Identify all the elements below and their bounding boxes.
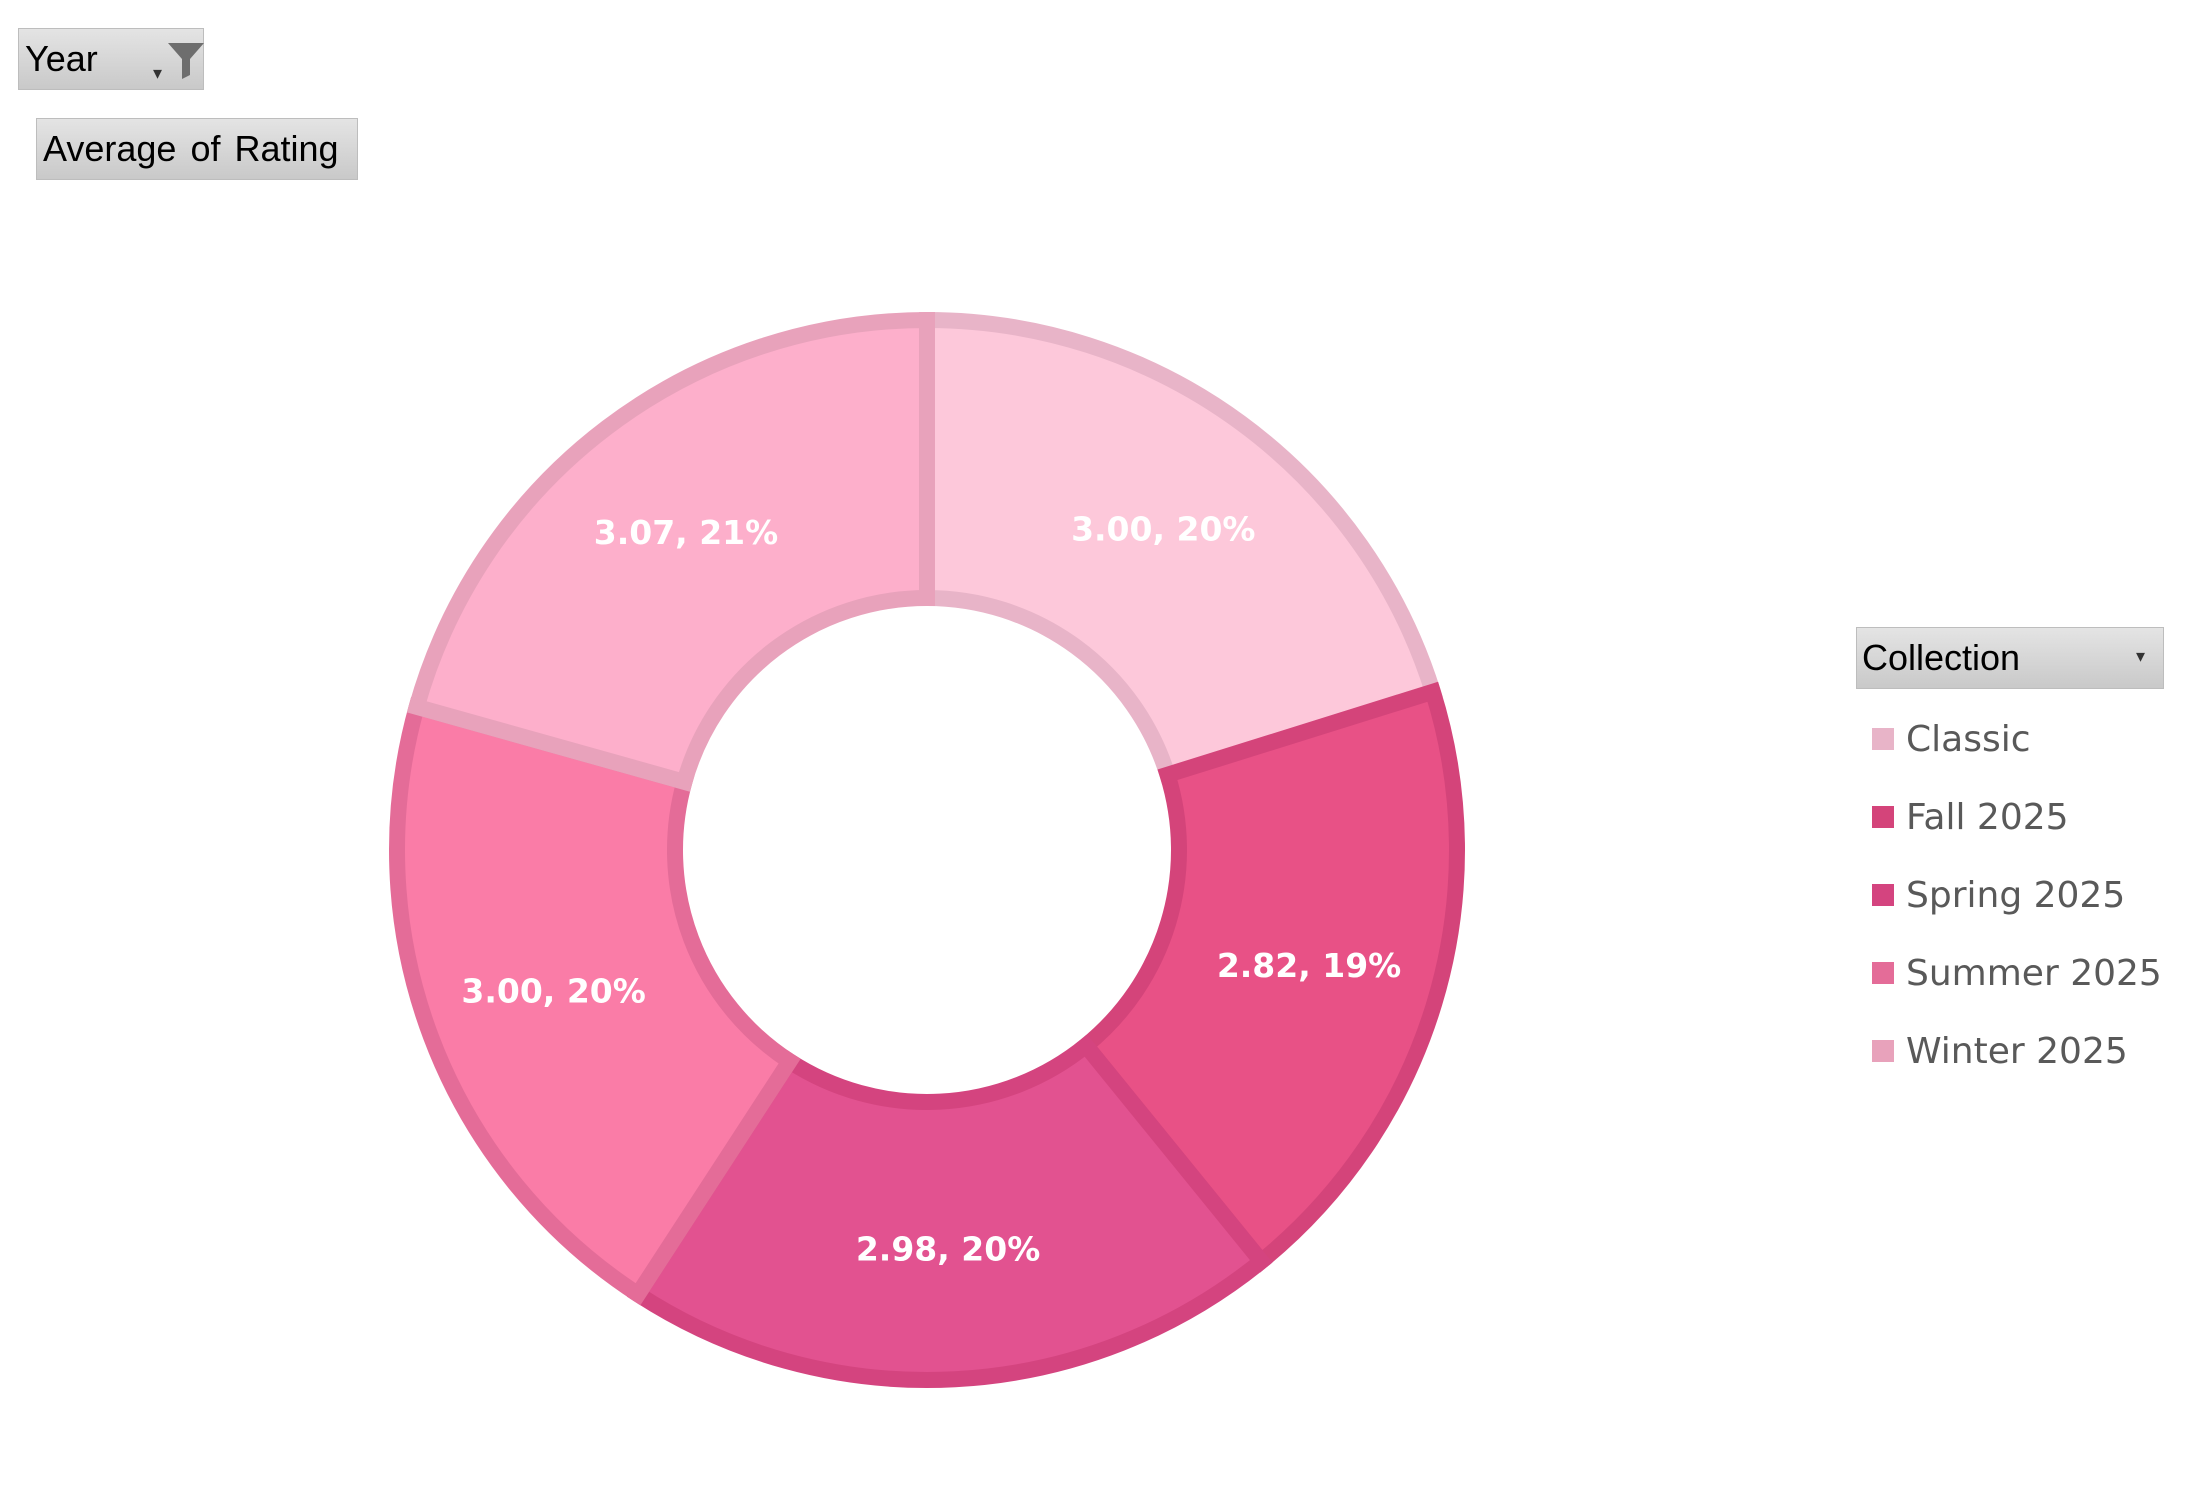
legend-swatch [1872, 962, 1894, 984]
legend-field-button[interactable]: Collection ▾ [1856, 627, 2164, 689]
legend-item: Classic [1872, 700, 2162, 778]
legend-item: Spring 2025 [1872, 856, 2162, 934]
data-label: 2.98, 20% [856, 1229, 1040, 1268]
data-label: 3.07, 21% [594, 513, 778, 552]
measure-field-label: Average of Rating [43, 128, 339, 169]
legend-label: Spring 2025 [1906, 874, 2126, 916]
data-label: 3.00, 20% [461, 972, 645, 1011]
legend-swatch [1872, 806, 1894, 828]
dropdown-caret-icon: ▾ [153, 63, 163, 83]
slice-fall-2025[interactable] [1074, 681, 1465, 1273]
data-label: 3.00, 20% [1071, 509, 1255, 548]
chart-legend: Classic Fall 2025 Spring 2025 Summer 2025 Wi… [1872, 700, 2162, 1090]
dropdown-caret-icon: ▾ [2135, 646, 2145, 666]
year-filter-label: Year [25, 38, 98, 79]
measure-field-button[interactable]: Average of Rating [36, 118, 358, 180]
legend-swatch [1872, 1040, 1894, 1062]
legend-label: Winter 2025 [1906, 1030, 2128, 1072]
legend-swatch [1872, 884, 1894, 906]
legend-item: Winter 2025 [1872, 1012, 2162, 1090]
data-label: 2.82, 19% [1217, 946, 1401, 985]
legend-label: Classic [1906, 718, 2031, 760]
slice-spring-2025[interactable] [626, 1034, 1273, 1388]
legend-label: Fall 2025 [1906, 796, 2069, 838]
slice-classic[interactable] [919, 311, 1443, 785]
slice-summer-2025[interactable] [389, 696, 801, 1306]
legend-item: Fall 2025 [1872, 778, 2162, 856]
slice-winter-2025[interactable] [406, 311, 935, 792]
legend-label: Summer 2025 [1906, 952, 2162, 994]
legend-field-label: Collection [1862, 637, 2021, 678]
legend-swatch [1872, 728, 1894, 750]
funnel-filter-icon [168, 43, 204, 79]
legend-item: Summer 2025 [1872, 934, 2162, 1012]
year-filter-button[interactable]: Year ▾ [18, 28, 204, 90]
